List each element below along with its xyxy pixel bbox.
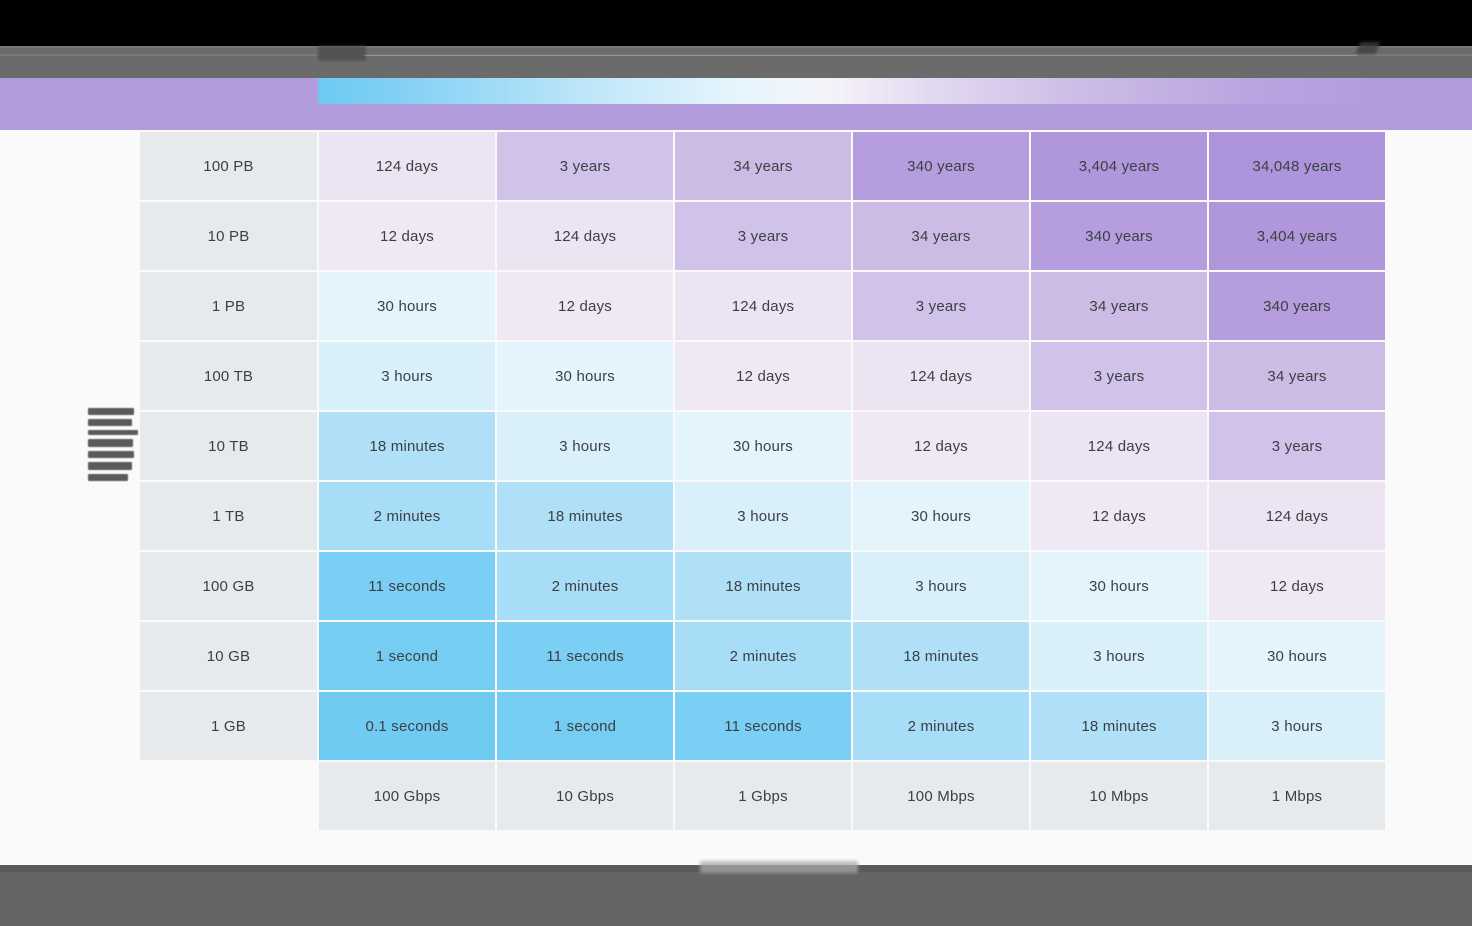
heatmap-cell: 12 days [497, 272, 673, 340]
heatmap-cell: 124 days [853, 342, 1029, 410]
heatmap-cell: 30 hours [497, 342, 673, 410]
heatmap-cell: 18 minutes [1031, 692, 1207, 760]
row-label-cell: 10 GB [140, 622, 317, 690]
heatmap-cell: 340 years [1031, 202, 1207, 270]
redacted-toolbar-mark [1355, 42, 1381, 54]
redacted-text-bar [88, 419, 132, 426]
browser-toolbar [0, 42, 1472, 78]
heatmap-cell: 3 years [1031, 342, 1207, 410]
heatmap-cell: 3 hours [675, 482, 851, 550]
heatmap-cell: 34 years [853, 202, 1029, 270]
heatmap-cell: 18 minutes [853, 622, 1029, 690]
corner-cell-empty [140, 762, 317, 830]
heatmap-cell: 30 hours [1031, 552, 1207, 620]
row-label-cell: 10 TB [140, 412, 317, 480]
redacted-text-bar [88, 462, 132, 470]
redacted-x-axis-label [700, 861, 858, 873]
row-label-cell: 1 GB [140, 692, 317, 760]
row-label-cell: 1 TB [140, 482, 317, 550]
heatmap-cell: 2 minutes [319, 482, 495, 550]
heatmap-cell: 0.1 seconds [319, 692, 495, 760]
heatmap-cell: 34 years [675, 132, 851, 200]
heatmap-cell: 3 hours [1031, 622, 1207, 690]
heatmap-cell: 12 days [1209, 552, 1385, 620]
heatmap-cell: 2 minutes [497, 552, 673, 620]
heatmap-cell: 12 days [1031, 482, 1207, 550]
column-label-cell: 1 Mbps [1209, 762, 1385, 830]
column-label-cell: 1 Gbps [675, 762, 851, 830]
row-label-cell: 100 PB [140, 132, 317, 200]
redacted-text-bar [88, 451, 134, 458]
column-label-cell: 100 Mbps [853, 762, 1029, 830]
heatmap-cell: 2 minutes [853, 692, 1029, 760]
window-top-bar [0, 0, 1472, 46]
heatmap-cell: 34 years [1031, 272, 1207, 340]
heatmap-cell: 3 years [497, 132, 673, 200]
column-label-cell: 10 Gbps [497, 762, 673, 830]
heatmap-cell: 1 second [497, 692, 673, 760]
heatmap-cell: 11 seconds [319, 552, 495, 620]
heatmap-cell: 34 years [1209, 342, 1385, 410]
heatmap-cell: 12 days [675, 342, 851, 410]
redacted-y-axis-label [88, 408, 138, 485]
heatmap-cell: 124 days [497, 202, 673, 270]
heatmap-cell: 18 minutes [319, 412, 495, 480]
heatmap-cell: 11 seconds [675, 692, 851, 760]
legend-band [0, 78, 1472, 130]
column-label-cell: 10 Mbps [1031, 762, 1207, 830]
heatmap-cell: 11 seconds [497, 622, 673, 690]
row-label-cell: 1 PB [140, 272, 317, 340]
transfer-time-heatmap: 100 PB 124 days 3 years 34 years 340 years 3,… [140, 132, 1385, 830]
redacted-text-bar [88, 408, 134, 415]
heatmap-cell: 3 hours [497, 412, 673, 480]
heatmap-cell: 18 minutes [675, 552, 851, 620]
column-label-cell: 100 Gbps [319, 762, 495, 830]
row-label-cell: 10 PB [140, 202, 317, 270]
heatmap-cell: 3,404 years [1031, 132, 1207, 200]
heatmap-cell: 30 hours [319, 272, 495, 340]
heatmap-cell: 124 days [1031, 412, 1207, 480]
heatmap-cell: 12 days [853, 412, 1029, 480]
heatmap-cell: 30 hours [675, 412, 851, 480]
redacted-text-bar [88, 439, 133, 447]
heatmap-cell: 34,048 years [1209, 132, 1385, 200]
redacted-text-bar [88, 474, 128, 481]
redacted-text-bar [88, 430, 138, 435]
heatmap-cell: 124 days [319, 132, 495, 200]
legend-gradient [318, 78, 1375, 104]
heatmap-cell: 340 years [853, 132, 1029, 200]
heatmap-cell: 3,404 years [1209, 202, 1385, 270]
heatmap-cell: 124 days [675, 272, 851, 340]
heatmap-cell: 3 hours [853, 552, 1029, 620]
heatmap-cell: 30 hours [853, 482, 1029, 550]
heatmap-cell: 124 days [1209, 482, 1385, 550]
heatmap-cell: 3 years [1209, 412, 1385, 480]
heatmap-cell: 2 minutes [675, 622, 851, 690]
heatmap-cell: 340 years [1209, 272, 1385, 340]
toolbar-divider-line [364, 55, 1358, 56]
heatmap-cell: 3 years [853, 272, 1029, 340]
heatmap-cell: 3 hours [319, 342, 495, 410]
heatmap-cell: 18 minutes [497, 482, 673, 550]
window-bottom-bar [0, 865, 1472, 926]
heatmap-cell: 3 years [675, 202, 851, 270]
heatmap-cell: 12 days [319, 202, 495, 270]
row-label-cell: 100 GB [140, 552, 317, 620]
redacted-toolbar-text [318, 46, 366, 61]
row-label-cell: 100 TB [140, 342, 317, 410]
heatmap-cell: 30 hours [1209, 622, 1385, 690]
heatmap-cell: 3 hours [1209, 692, 1385, 760]
heatmap-cell: 1 second [319, 622, 495, 690]
